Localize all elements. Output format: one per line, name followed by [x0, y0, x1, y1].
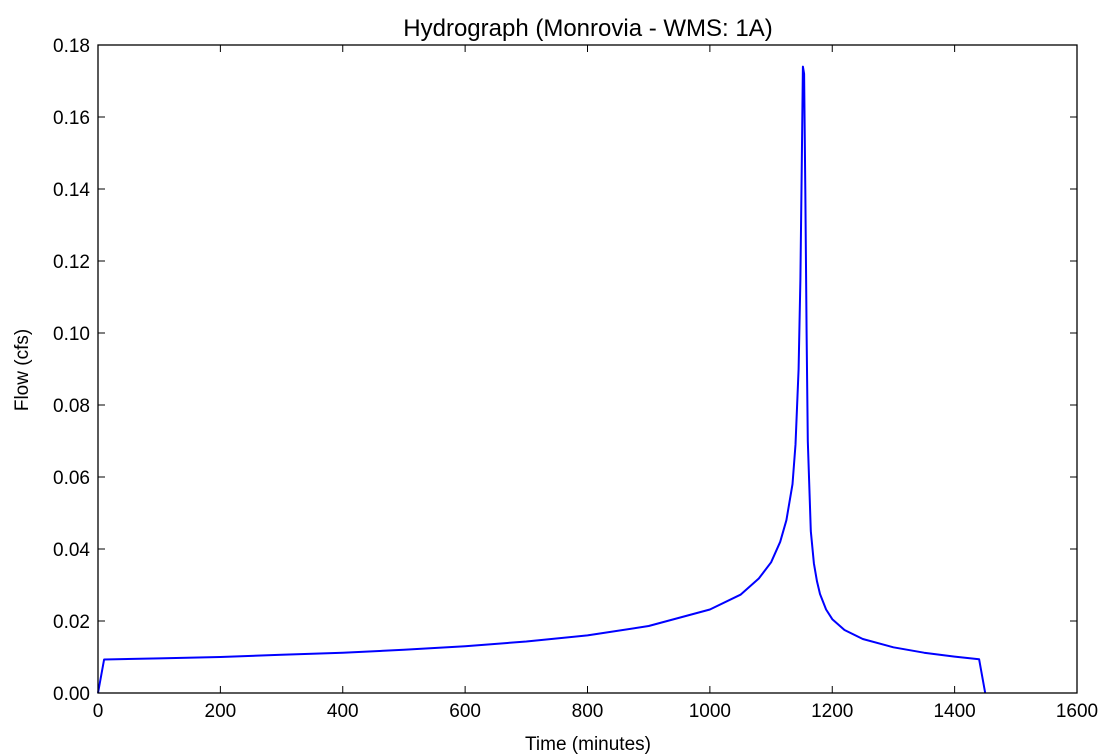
y-tick-label: 0.04	[53, 540, 90, 561]
plot-frame	[97, 44, 1078, 694]
x-tick-label: 1200	[811, 701, 853, 722]
y-tick-label: 0.10	[53, 324, 90, 345]
x-tick-label: 600	[449, 701, 481, 722]
y-tick-label: 0.06	[53, 468, 90, 489]
chart-title: Hydrograph (Monrovia - WMS: 1A)	[403, 15, 772, 42]
plot-series	[97, 65, 987, 694]
y-tick-label: 0.02	[53, 612, 90, 633]
flow-series-line	[97, 65, 987, 694]
y-tick-label: 0.12	[53, 252, 90, 273]
y-tick-label: 0.14	[53, 180, 90, 201]
x-axis-label: Time (minutes)	[525, 734, 651, 755]
x-tick-label: 800	[572, 701, 604, 722]
x-tick-label: 200	[205, 701, 237, 722]
y-tick-label: 0.16	[53, 108, 90, 129]
y-tick-label: 0.00	[53, 684, 90, 705]
axis-ticks: 0 200 400 600 800 1000 1200 1400 1600 0.00 0.02 0.0…	[53, 36, 1098, 722]
x-tick-label: 1400	[933, 701, 975, 722]
y-tick-label: 0.18	[53, 36, 90, 57]
x-tick-label: 0	[93, 701, 104, 722]
y-tick-label: 0.08	[53, 396, 90, 417]
x-tick-label: 400	[327, 701, 359, 722]
x-tick-label: 1000	[689, 701, 731, 722]
x-tick-label: 1600	[1056, 701, 1098, 722]
y-axis-label: Flow (cfs)	[12, 329, 33, 411]
